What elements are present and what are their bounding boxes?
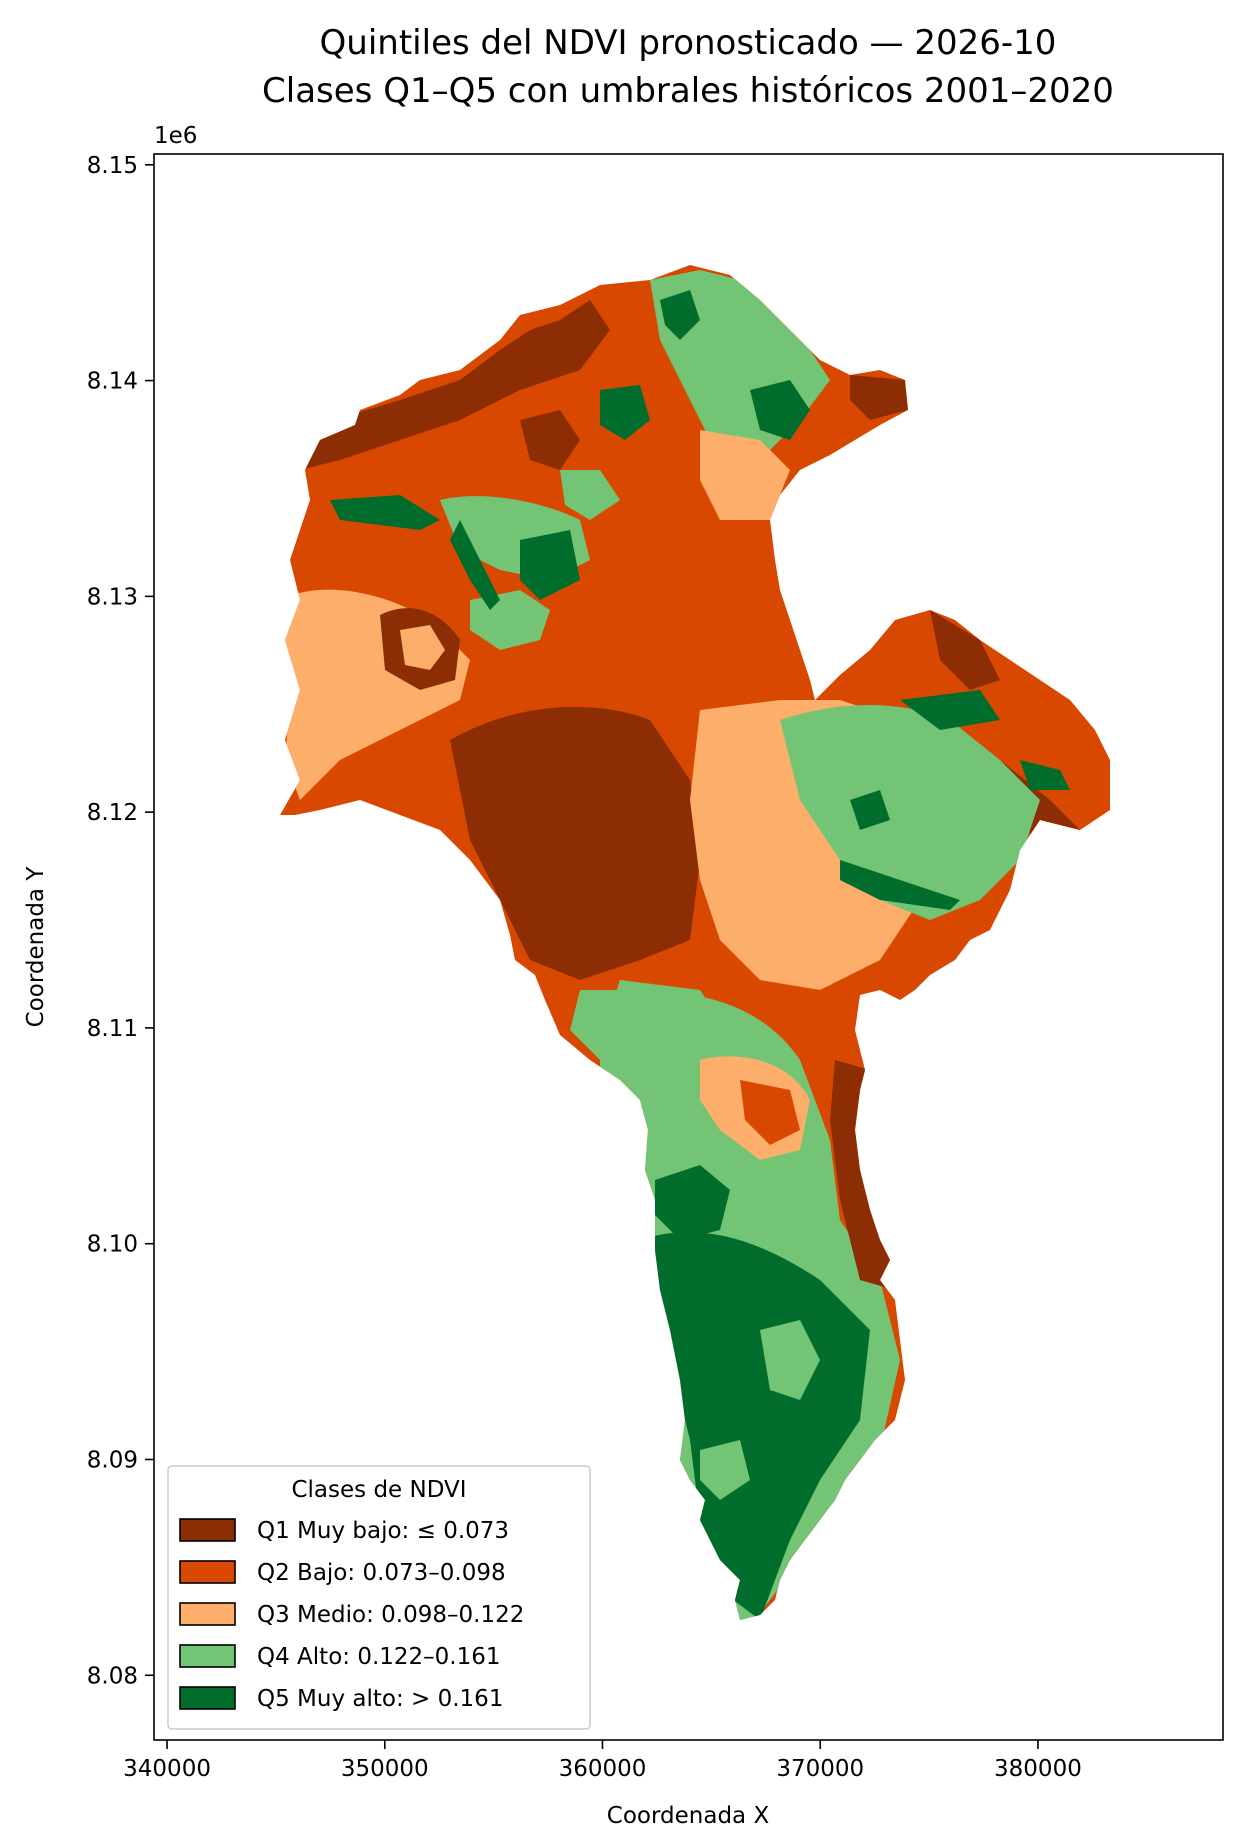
legend: Clases de NDVI Q1 Muy bajo: ≤ 0.073 Q2 Ba…: [167, 1465, 591, 1730]
ndvi-raster: [280, 265, 1110, 1620]
raster-patch-q5: [450, 520, 500, 610]
y-tick-label: 8.14: [87, 369, 138, 395]
x-tick-label: 380000: [994, 1756, 1082, 1782]
raster-patch-q5: [850, 790, 890, 830]
raster-patch-q5: [330, 495, 440, 530]
legend-swatch: [179, 1686, 236, 1710]
x-axis-label: Coordenada X: [607, 1803, 770, 1829]
raster-patch-q4: [760, 1320, 820, 1400]
x-tick-label: 370000: [776, 1756, 864, 1782]
legend-item-label: Q4 Alto: 0.122–0.161: [257, 1644, 501, 1670]
legend-item: Q5 Muy alto: > 0.161: [179, 1686, 503, 1712]
x-axis: 340000 350000 360000 370000 380000: [123, 1740, 1082, 1782]
y-axis-label: Coordenada Y: [23, 866, 49, 1028]
raster-patch-q1: [520, 410, 580, 470]
raster-patch-q1: [450, 706, 700, 980]
x-tick-label: 360000: [559, 1756, 647, 1782]
legend-item: Q2 Bajo: 0.073–0.098: [179, 1560, 506, 1586]
y-tick-label: 8.08: [87, 1663, 138, 1689]
title-line-1: Quintiles del NDVI pronosticado — 2026-1…: [320, 23, 1057, 63]
legend-items: Q1 Muy bajo: ≤ 0.073 Q2 Bajo: 0.073–0.098…: [179, 1518, 524, 1712]
title-line-2: Clases Q1–Q5 con umbrales históricos 200…: [262, 71, 1114, 111]
legend-item-label: Q3 Medio: 0.098–0.122: [257, 1602, 524, 1628]
raster-patch-q5: [750, 380, 810, 440]
raster-patch-q1: [300, 300, 610, 470]
y-axis-offset-label: 1e6: [154, 123, 197, 149]
raster-patch-q5: [1020, 760, 1070, 790]
y-axis: 8.08 8.09 8.10 8.11 8.12 8.13 8.14 8.15: [87, 153, 154, 1689]
raster-patch-q4: [570, 990, 640, 1060]
x-tick-label: 350000: [341, 1756, 429, 1782]
raster-patch-q4: [780, 705, 1040, 920]
y-tick-label: 8.09: [87, 1447, 138, 1473]
raster-region-north-green: [330, 270, 830, 610]
raster-patch-q5: [640, 1232, 870, 1620]
raster-patch-q5: [600, 385, 650, 440]
raster-patch-q2: [740, 1080, 800, 1145]
raster-patch-q5: [660, 290, 700, 340]
y-tick-label: 8.15: [87, 153, 138, 179]
raster-patch-q5: [840, 860, 960, 910]
legend-item: Q3 Medio: 0.098–0.122: [179, 1602, 524, 1628]
legend-swatch: [179, 1560, 236, 1584]
raster-patch-q1: [930, 610, 1000, 690]
raster-patch-q5: [655, 1165, 730, 1240]
raster-patch-q3: [700, 430, 790, 520]
legend-swatch: [179, 1602, 236, 1626]
raster-region-south-green: [600, 992, 900, 1620]
legend-box: [167, 1465, 591, 1730]
legend-item-label: Q5 Muy alto: > 0.161: [257, 1686, 503, 1712]
plot-frame: [153, 153, 1224, 1741]
legend-swatch: [179, 1518, 236, 1542]
legend-swatch: [179, 1644, 236, 1668]
raster-patch-q3: [400, 625, 445, 670]
x-tick-label: 340000: [123, 1756, 211, 1782]
raster-patch-q5: [520, 530, 580, 600]
legend-item: Q1 Muy bajo: ≤ 0.073: [179, 1518, 509, 1544]
raster-region-east-green: [570, 690, 1070, 1060]
raster-patch-q4: [700, 1440, 750, 1500]
raster-patch-q5: [900, 690, 1000, 730]
raster-patch-q1: [850, 375, 908, 420]
y-tick-label: 8.13: [87, 584, 138, 610]
legend-item-label: Q2 Bajo: 0.073–0.098: [257, 1560, 506, 1586]
legend-item: Q4 Alto: 0.122–0.161: [179, 1644, 501, 1670]
raster-patch-q4: [610, 980, 720, 1060]
y-tick-label: 8.10: [87, 1232, 138, 1258]
y-tick-label: 8.11: [87, 1016, 138, 1042]
legend-item-label: Q1 Muy bajo: ≤ 0.073: [257, 1518, 509, 1544]
legend-title: Clases de NDVI: [291, 1477, 466, 1503]
raster-patch-q4: [560, 470, 620, 520]
y-tick-label: 8.12: [87, 800, 138, 826]
